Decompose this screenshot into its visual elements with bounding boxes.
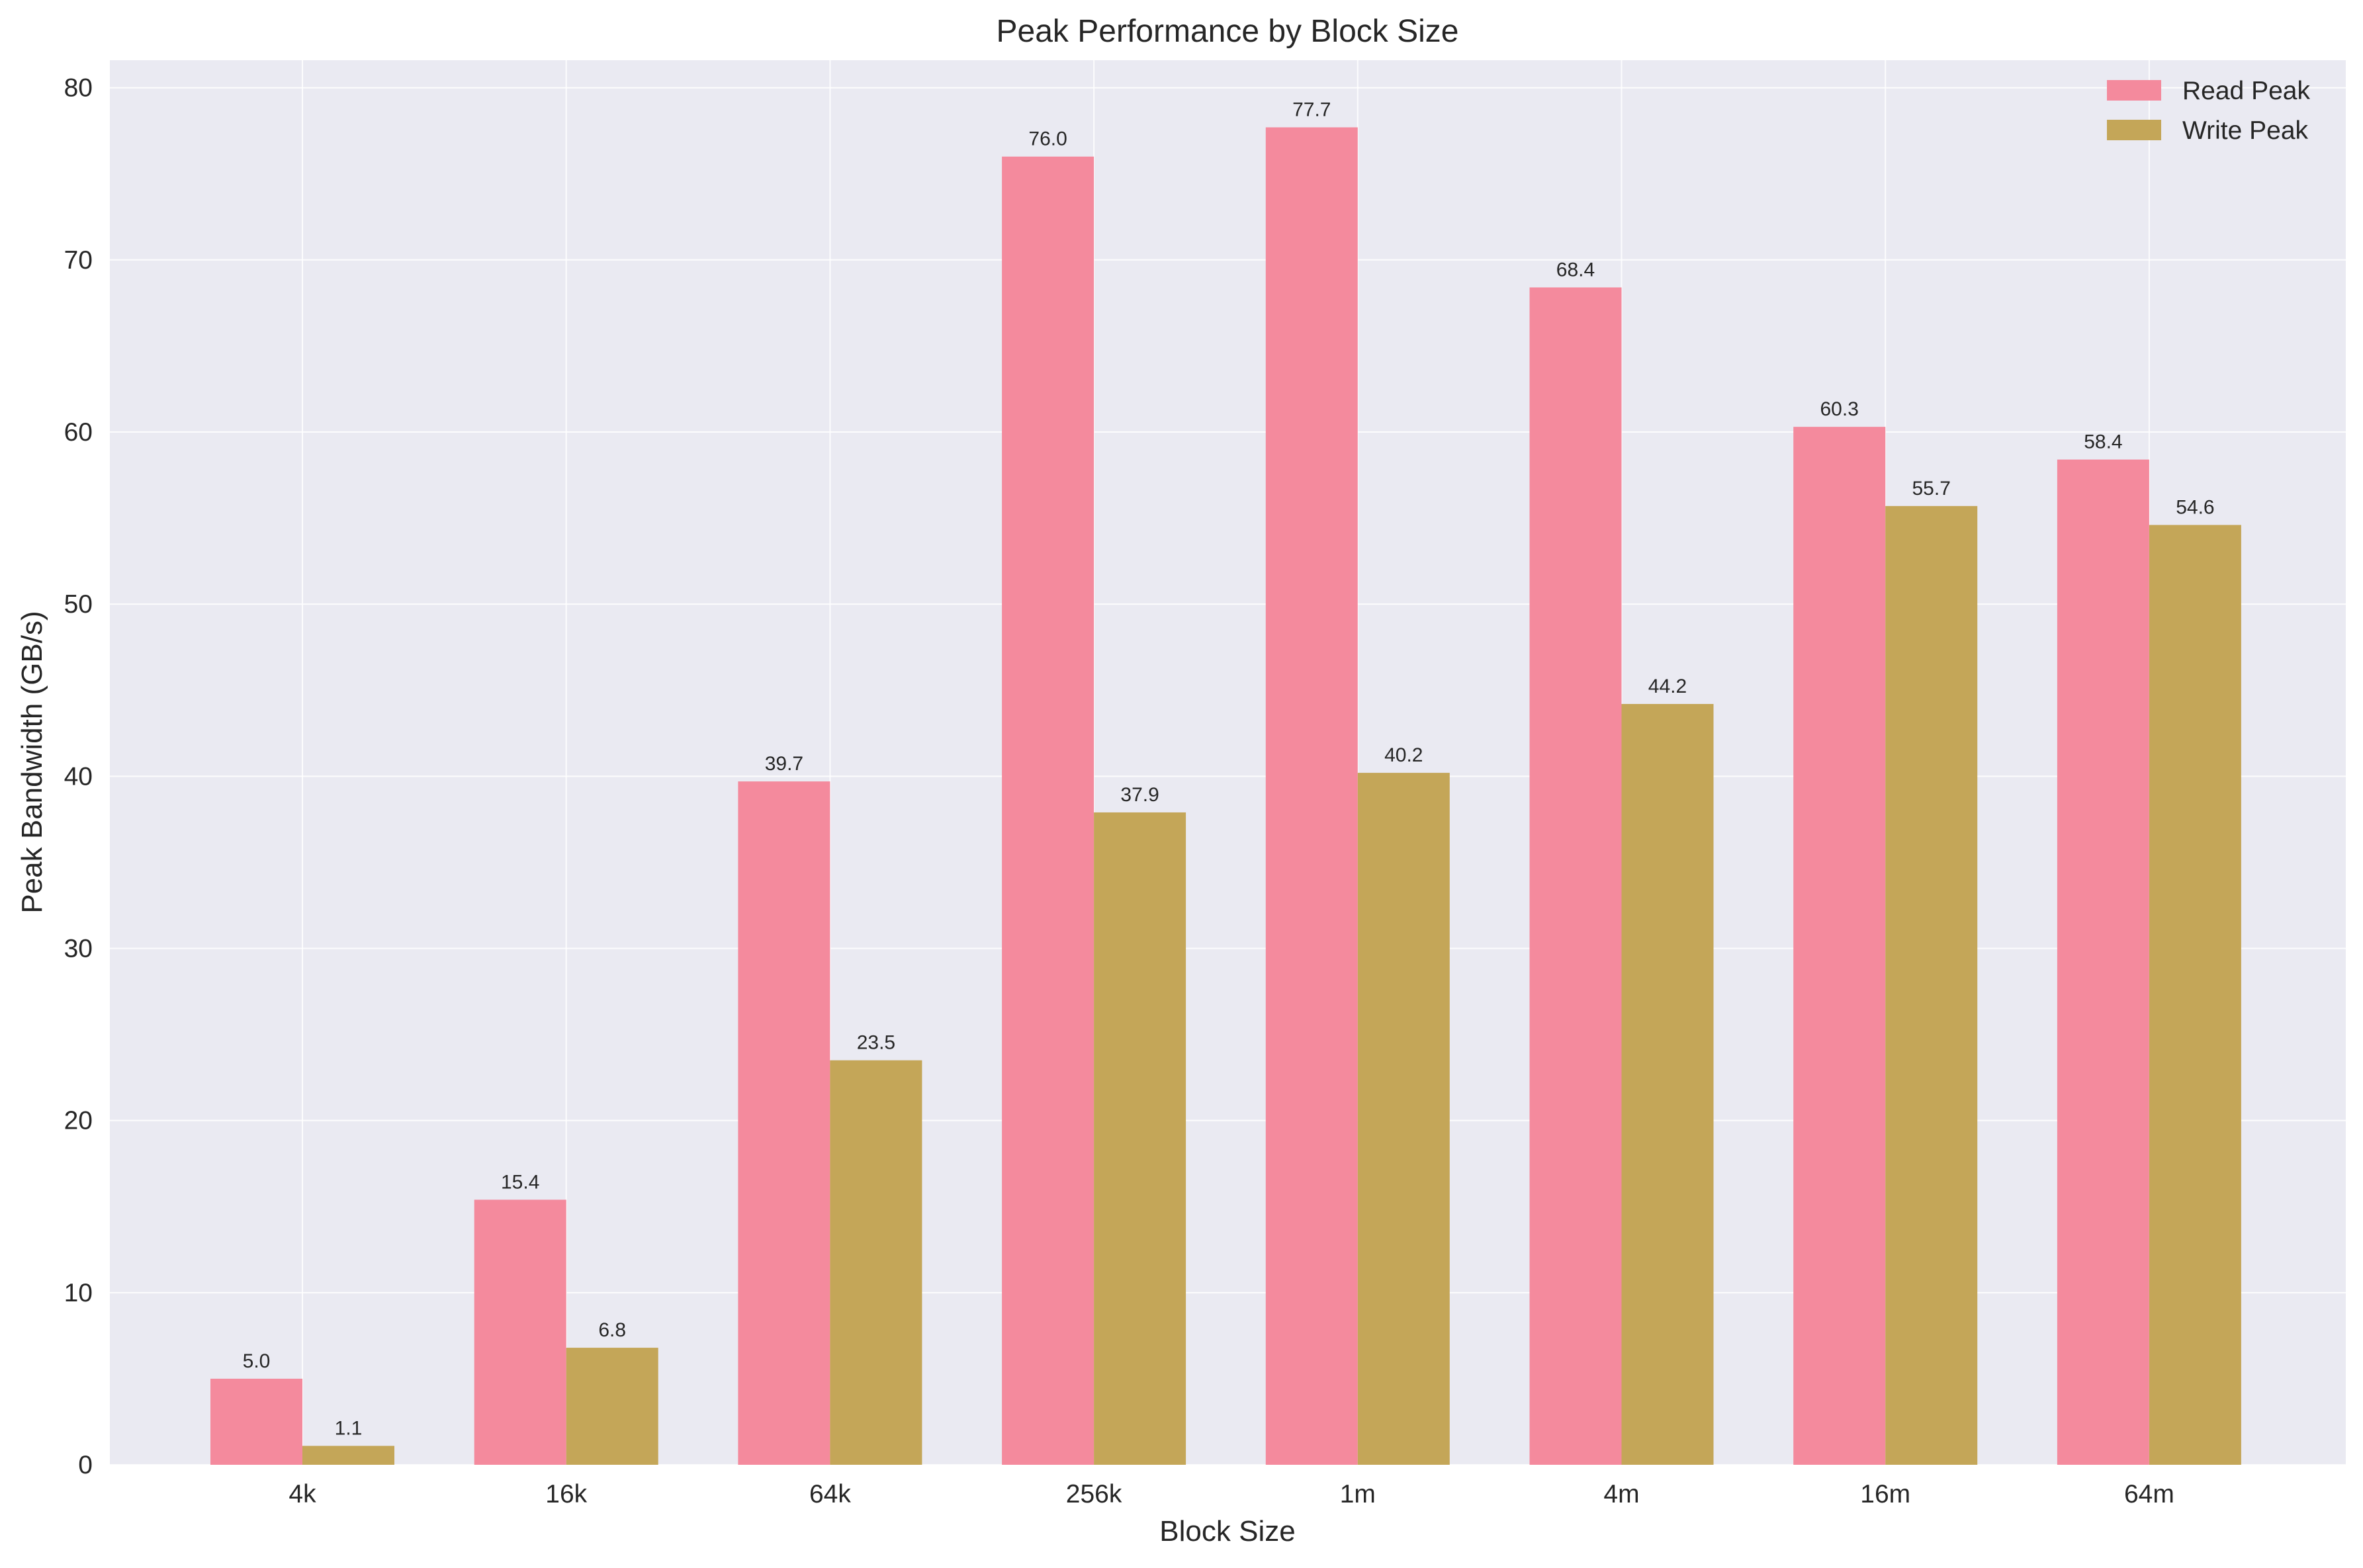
write-peak-bar <box>1357 773 1450 1465</box>
read-peak-value-label: 77.7 <box>1292 99 1331 120</box>
write-peak-bar <box>1885 505 1978 1465</box>
read-peak-value-label: 39.7 <box>765 753 803 775</box>
write-peak-value-label: 6.8 <box>598 1319 626 1341</box>
read-peak-value-label: 58.4 <box>2084 431 2122 453</box>
chart-title: Peak Performance by Block Size <box>997 14 1459 49</box>
read-peak-value-label: 60.3 <box>1820 398 1859 420</box>
x-tick-label: 256k <box>1066 1480 1122 1508</box>
write-peak-value-label: 1.1 <box>335 1417 363 1439</box>
write-peak-bar <box>1094 812 1186 1465</box>
y-tick-label: 20 <box>64 1107 93 1135</box>
legend-read-peak-swatch <box>2107 80 2161 101</box>
plot-area <box>110 60 2346 1465</box>
write-peak-bar <box>302 1446 394 1465</box>
read-peak-value-label: 76.0 <box>1028 128 1067 150</box>
write-peak-value-label: 23.5 <box>857 1032 895 1054</box>
write-peak-value-label: 54.6 <box>2176 496 2214 518</box>
y-tick-label: 0 <box>78 1451 93 1479</box>
x-tick-label: 1m <box>1340 1480 1376 1508</box>
x-axis-label: Block Size <box>1159 1515 1295 1547</box>
read-peak-bar <box>2057 459 2149 1465</box>
bar-value-labels: 5.0 15.4 39.7 76.0 77.7 68.4 60.3 58.4 1.1 6.8 23.… <box>243 99 2215 1439</box>
x-tick-label: 64m <box>2124 1480 2174 1508</box>
write-peak-bar <box>830 1060 922 1465</box>
x-tick-label: 16k <box>545 1480 587 1508</box>
write-peak-bar <box>2149 525 2241 1465</box>
write-peak-value-label: 37.9 <box>1120 784 1159 806</box>
y-tick-label: 30 <box>64 934 93 963</box>
x-tick-label: 16m <box>1860 1480 1910 1508</box>
legend-read-peak-label: Read Peak <box>2182 77 2310 105</box>
y-tick-label: 70 <box>64 246 93 275</box>
read-peak-bar <box>1265 127 1358 1465</box>
legend-write-peak-label: Write Peak <box>2182 116 2309 145</box>
read-peak-bar <box>738 781 830 1465</box>
y-tick-label: 60 <box>64 418 93 447</box>
legend: Read Peak Write Peak <box>2107 77 2310 145</box>
read-peak-bar <box>1793 427 1886 1465</box>
read-peak-bar <box>1529 287 1622 1465</box>
y-tick-label: 80 <box>64 74 93 103</box>
y-tick-label: 10 <box>64 1279 93 1307</box>
x-axis-ticks: 4k 16k 64k 256k 1m 4m 16m 64m <box>289 1480 2174 1508</box>
y-tick-label: 40 <box>64 762 93 791</box>
x-tick-label: 4m <box>1603 1480 1639 1508</box>
read-peak-value-label: 15.4 <box>501 1171 539 1193</box>
read-peak-value-label: 68.4 <box>1556 259 1595 281</box>
y-tick-label: 50 <box>64 590 93 619</box>
write-peak-value-label: 55.7 <box>1912 478 1951 500</box>
write-peak-bar <box>1621 704 1714 1465</box>
legend-write-peak-swatch <box>2107 120 2161 140</box>
y-axis-label: Peak Bandwidth (GB/s) <box>16 611 48 913</box>
y-axis-ticks: 0 10 20 30 40 50 60 70 80 <box>64 74 93 1479</box>
read-peak-value-label: 5.0 <box>243 1350 271 1372</box>
write-peak-bar <box>566 1348 658 1465</box>
bar-series <box>210 127 2241 1465</box>
write-peak-value-label: 40.2 <box>1384 744 1423 766</box>
write-peak-value-label: 44.2 <box>1648 675 1687 697</box>
read-peak-bar <box>474 1199 566 1465</box>
read-peak-bar <box>1002 156 1094 1465</box>
x-tick-label: 64k <box>809 1480 851 1508</box>
x-tick-label: 4k <box>289 1480 316 1508</box>
read-peak-bar <box>210 1378 302 1465</box>
